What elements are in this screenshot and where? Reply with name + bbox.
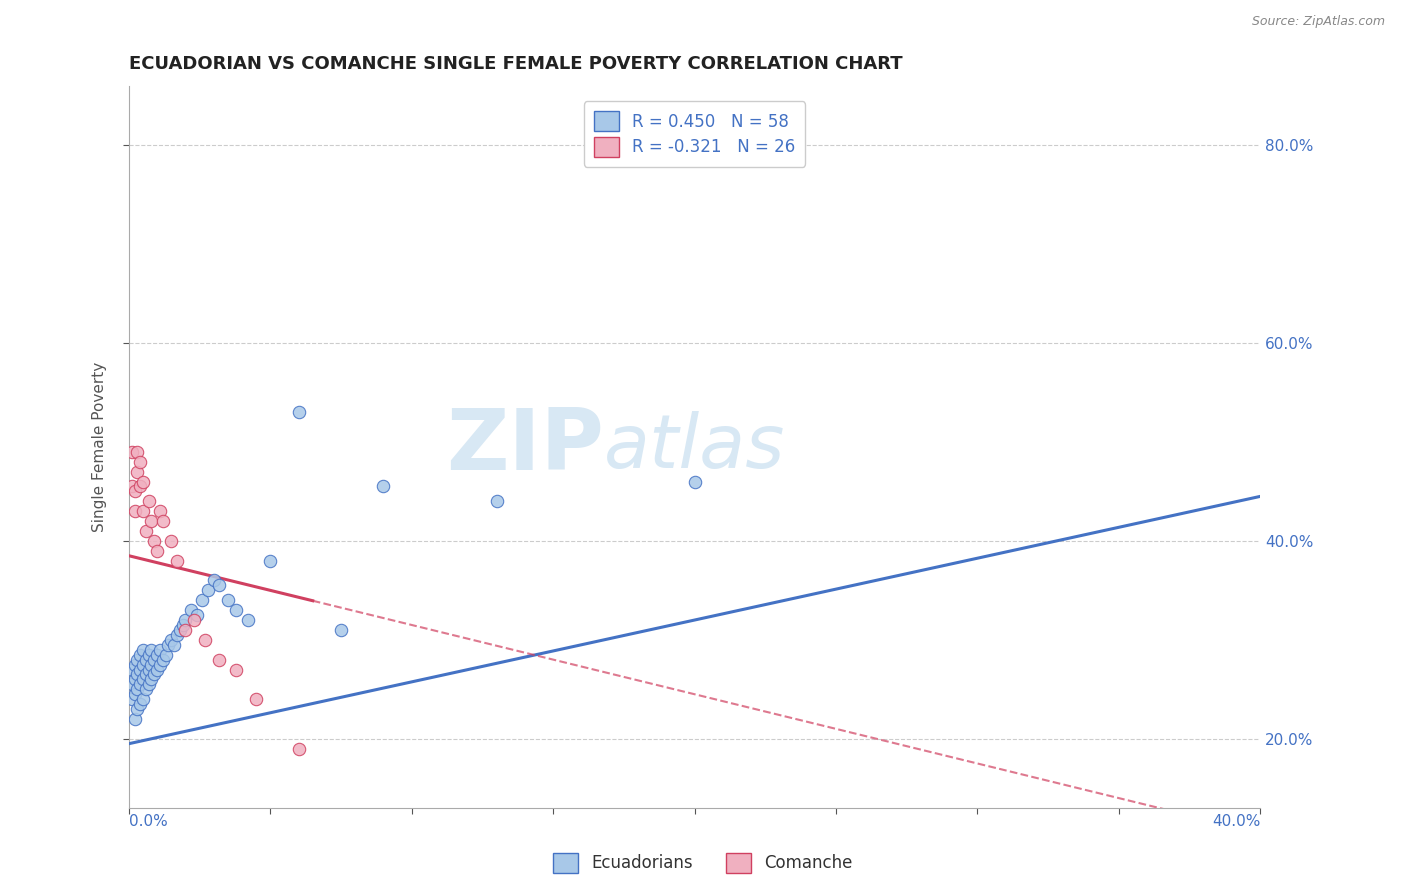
- Point: [141, 642, 163, 657]
- Point: [172, 618, 194, 632]
- Point: [129, 455, 152, 469]
- Point: [121, 663, 143, 677]
- Point: [135, 652, 157, 666]
- Point: [174, 613, 197, 627]
- Text: atlas: atlas: [605, 411, 786, 483]
- Point: [127, 465, 149, 479]
- Point: [135, 682, 157, 697]
- Point: [127, 702, 149, 716]
- Point: [155, 648, 177, 662]
- Point: [132, 657, 155, 672]
- Point: [132, 673, 155, 687]
- Point: [121, 445, 143, 459]
- Point: [132, 504, 155, 518]
- Point: [135, 524, 157, 538]
- Text: 0.0%: 0.0%: [129, 814, 167, 829]
- Point: [143, 652, 166, 666]
- Point: [259, 554, 281, 568]
- Text: ZIP: ZIP: [446, 405, 605, 489]
- Point: [217, 593, 239, 607]
- Point: [124, 504, 146, 518]
- Point: [174, 623, 197, 637]
- Point: [202, 574, 225, 588]
- Point: [124, 687, 146, 701]
- Point: [330, 623, 353, 637]
- Point: [127, 667, 149, 681]
- Point: [129, 479, 152, 493]
- Point: [146, 648, 169, 662]
- Point: [149, 504, 172, 518]
- Point: [132, 642, 155, 657]
- Point: [127, 682, 149, 697]
- Point: [127, 652, 149, 666]
- Point: [138, 648, 160, 662]
- Point: [124, 657, 146, 672]
- Text: ECUADORIAN VS COMANCHE SINGLE FEMALE POVERTY CORRELATION CHART: ECUADORIAN VS COMANCHE SINGLE FEMALE POV…: [129, 55, 903, 73]
- Point: [143, 667, 166, 681]
- Point: [121, 479, 143, 493]
- Point: [152, 514, 174, 528]
- Point: [141, 657, 163, 672]
- Text: Source: ZipAtlas.com: Source: ZipAtlas.com: [1251, 15, 1385, 28]
- Point: [287, 741, 309, 756]
- Point: [138, 494, 160, 508]
- Point: [141, 673, 163, 687]
- Point: [135, 667, 157, 681]
- Point: [485, 494, 508, 508]
- Point: [194, 632, 217, 647]
- Point: [166, 628, 188, 642]
- Point: [183, 613, 205, 627]
- Point: [208, 652, 231, 666]
- Point: [129, 697, 152, 711]
- Point: [146, 543, 169, 558]
- Point: [163, 638, 186, 652]
- Point: [208, 578, 231, 592]
- Point: [236, 613, 259, 627]
- Point: [160, 632, 183, 647]
- Y-axis label: Single Female Poverty: Single Female Poverty: [93, 362, 107, 532]
- Point: [149, 642, 172, 657]
- Legend: R = 0.450   N = 58, R = -0.321   N = 26: R = 0.450 N = 58, R = -0.321 N = 26: [583, 102, 806, 167]
- Point: [124, 673, 146, 687]
- Point: [166, 554, 188, 568]
- Point: [225, 663, 247, 677]
- Point: [157, 638, 180, 652]
- Point: [138, 663, 160, 677]
- Point: [143, 533, 166, 548]
- Point: [225, 603, 247, 617]
- Point: [191, 593, 214, 607]
- Point: [132, 692, 155, 706]
- Point: [149, 657, 172, 672]
- Point: [138, 677, 160, 691]
- Point: [180, 603, 202, 617]
- Text: 40.0%: 40.0%: [1212, 814, 1260, 829]
- Point: [127, 445, 149, 459]
- Point: [197, 583, 219, 598]
- Point: [124, 712, 146, 726]
- Legend: Ecuadorians, Comanche: Ecuadorians, Comanche: [547, 847, 859, 880]
- Point: [169, 623, 191, 637]
- Point: [124, 484, 146, 499]
- Point: [121, 677, 143, 691]
- Point: [121, 692, 143, 706]
- Point: [129, 663, 152, 677]
- Point: [683, 475, 706, 489]
- Point: [160, 533, 183, 548]
- Point: [245, 692, 267, 706]
- Point: [287, 405, 309, 419]
- Point: [141, 514, 163, 528]
- Point: [146, 663, 169, 677]
- Point: [152, 652, 174, 666]
- Point: [186, 608, 208, 623]
- Point: [373, 479, 395, 493]
- Point: [129, 648, 152, 662]
- Point: [132, 475, 155, 489]
- Point: [129, 677, 152, 691]
